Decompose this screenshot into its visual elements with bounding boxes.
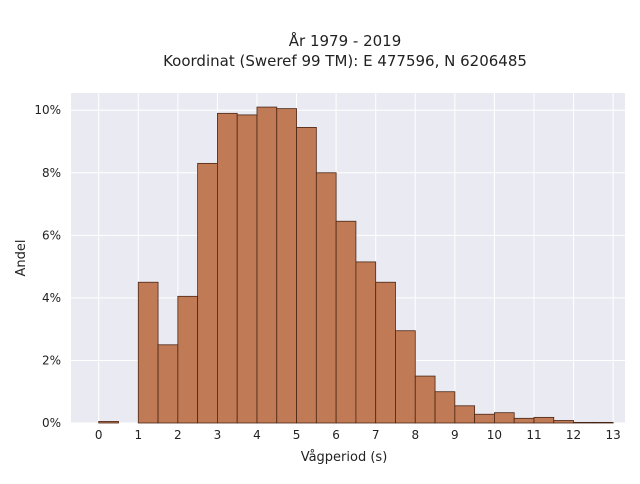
x-tick-label: 13 [605, 428, 620, 442]
x-tick-label: 11 [526, 428, 541, 442]
histogram-bar [533, 416, 555, 424]
y-tick-label: 2% [42, 353, 61, 367]
x-tick-label: 6 [332, 428, 340, 442]
histogram-bar [474, 413, 495, 424]
histogram-bar [375, 281, 396, 424]
y-tick-label: 8% [42, 166, 61, 180]
histogram-bar [256, 106, 278, 424]
histogram-bar [335, 220, 357, 424]
chart-subtitle: Koordinat (Sweref 99 TM): E 477596, N 62… [163, 52, 527, 70]
x-tick-labels: 0 1 2 3 4 5 6 7 8 9 10 11 12 13 [95, 428, 621, 442]
histogram-bar [553, 420, 574, 424]
y-tick-label: 0% [42, 416, 61, 430]
x-tick-label: 12 [566, 428, 581, 442]
histogram-bar [276, 108, 297, 424]
x-tick-label: 4 [253, 428, 261, 442]
histogram-bar [414, 375, 436, 424]
histogram-bar [137, 281, 159, 424]
histogram-bar [315, 172, 337, 424]
x-tick-label: 7 [372, 428, 380, 442]
histogram-bar [434, 391, 456, 424]
histogram-bar [217, 112, 238, 424]
y-axis-label: Andel [14, 240, 29, 277]
chart-title: År 1979 - 2019 [289, 31, 402, 50]
x-tick-label: 10 [487, 428, 502, 442]
histogram-bar [592, 421, 614, 424]
y-tick-label: 10% [34, 103, 61, 117]
y-tick-label: 4% [42, 291, 61, 305]
y-tick-label: 6% [42, 228, 61, 242]
histogram-bar [197, 162, 218, 424]
x-tick-label: 9 [451, 428, 459, 442]
histogram-bar [296, 127, 317, 424]
x-axis-label: Vågperiod (s) [301, 450, 388, 465]
x-tick-label: 3 [214, 428, 222, 442]
histogram-bar [98, 421, 119, 424]
histogram-bar [157, 344, 179, 424]
y-tick-labels: 0% 2% 4% 6% 8% 10% [34, 103, 61, 430]
histogram-bar [355, 261, 377, 424]
bars [98, 106, 614, 424]
histogram-bar [395, 330, 416, 424]
x-tick-label: 2 [174, 428, 182, 442]
histogram-bar [573, 421, 594, 424]
x-tick-label: 5 [293, 428, 301, 442]
x-tick-label: 8 [411, 428, 419, 442]
histogram-bar [177, 295, 199, 424]
x-tick-label: 1 [134, 428, 142, 442]
histogram-bar [454, 405, 476, 424]
histogram-bar [236, 114, 258, 424]
x-tick-label: 0 [95, 428, 103, 442]
histogram-bar [494, 412, 515, 424]
histogram-bar [513, 417, 535, 424]
